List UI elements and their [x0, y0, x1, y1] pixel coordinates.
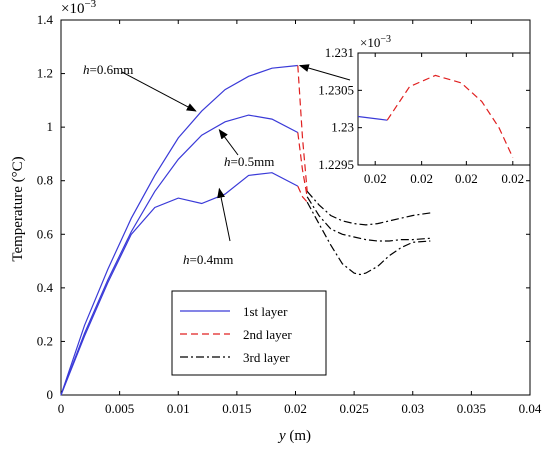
- x-tick-label: 0.02: [284, 401, 307, 416]
- inset-x-tick-label: 0.02: [410, 171, 433, 186]
- y-tick-label: 0: [47, 387, 54, 402]
- annotation-label: h=0.6mm: [83, 62, 133, 77]
- x-tick-label: 0.03: [401, 401, 424, 416]
- series-line-2nd-layer-h-0.6mm: [297, 65, 308, 192]
- y-exponent-label: ×10−3: [61, 0, 97, 17]
- y-tick-label: 1: [47, 119, 54, 134]
- y-tick-label: 0.8: [37, 173, 53, 188]
- legend-label: 3rd layer: [243, 350, 290, 365]
- legend-box: [171, 290, 327, 376]
- y-tick-label: 0.4: [37, 280, 54, 295]
- inset-x-tick-label: 0.02: [455, 171, 478, 186]
- inset-axes: ×10−3 1.2295 1.23 1.2305 1.231 0.02 0.02 0.02 0…: [318, 34, 531, 186]
- legend-label: 2nd layer: [243, 327, 292, 342]
- inset-x-tick-label: 0.02: [364, 171, 387, 186]
- y-tick-label: 0.2: [37, 333, 53, 348]
- y-axis-label: Temperature (°C): [10, 156, 26, 261]
- x-tick-label: 0.005: [105, 401, 134, 416]
- annotation-layer: h=0.6mm h=0.5mm h=0.4mm: [83, 62, 351, 267]
- x-axis-label: y (m): [277, 428, 311, 444]
- inset-frame: [357, 52, 531, 166]
- y-ticks: 0 0.2 0.4 0.6 0.8 1 1.2 1.4: [37, 12, 530, 402]
- x-tick-label: 0.015: [222, 401, 251, 416]
- inset-y-tick-label: 1.231: [325, 45, 354, 60]
- series-line-1st-layer-h-0.5mm: [60, 114, 299, 396]
- annotation-arrow: [121, 71, 197, 112]
- inset-y-tick-label: 1.2295: [318, 157, 354, 172]
- series-line-2nd-layer-h-0.4mm: [297, 185, 308, 203]
- series-line-2nd-layer-h-0.5mm: [297, 132, 308, 197]
- x-tick-label: 0.04: [519, 401, 542, 416]
- inset-y-exponent-label: ×10−3: [360, 34, 391, 50]
- y-tick-label: 1.2: [37, 66, 53, 81]
- annotation-label: h=0.4mm: [183, 252, 233, 267]
- series-layer: [60, 64, 431, 396]
- inset-y-tick-label: 1.2305: [318, 82, 354, 97]
- annotation-label: h=0.5mm: [224, 154, 274, 169]
- series-line-3rd-layer-h-0.6mm: [306, 191, 431, 226]
- x-tick-label: 0.01: [167, 401, 190, 416]
- annotation-arrow: [217, 187, 231, 242]
- annotation-arrow: [218, 129, 239, 156]
- inset-y-tick-label: 1.23: [331, 120, 354, 135]
- inset-series-1st-layer: [357, 115, 388, 121]
- y-tick-label: 0.6: [37, 226, 54, 241]
- y-tick-label: 1.4: [37, 12, 54, 27]
- inset-x-tick-label: 0.02: [501, 171, 524, 186]
- x-tick-label: 0.025: [340, 401, 369, 416]
- legend-label: 1st layer: [243, 304, 288, 319]
- legend: 1st layer 2nd layer 3rd layer: [171, 290, 327, 376]
- inset-pointer-arrow: [298, 64, 351, 81]
- x-tick-label: 0: [58, 401, 65, 416]
- x-ticks: 0 0.005 0.01 0.015 0.02 0.025 0.03 0.035 0.04: [58, 20, 542, 416]
- series-line-1st-layer-h-0.4mm: [60, 172, 299, 396]
- series-line-3rd-layer-h-0.4mm: [306, 201, 431, 276]
- main-axes: 0 0.005 0.01 0.015 0.02 0.025 0.03 0.035 0.04 00…: [37, 12, 542, 416]
- inset-series-2nd-layer: [386, 74, 514, 158]
- series-line-3rd-layer-h-0.5mm: [306, 196, 431, 242]
- series-line-1st-layer-h-0.6mm: [60, 64, 298, 396]
- x-tick-label: 0.035: [457, 401, 486, 416]
